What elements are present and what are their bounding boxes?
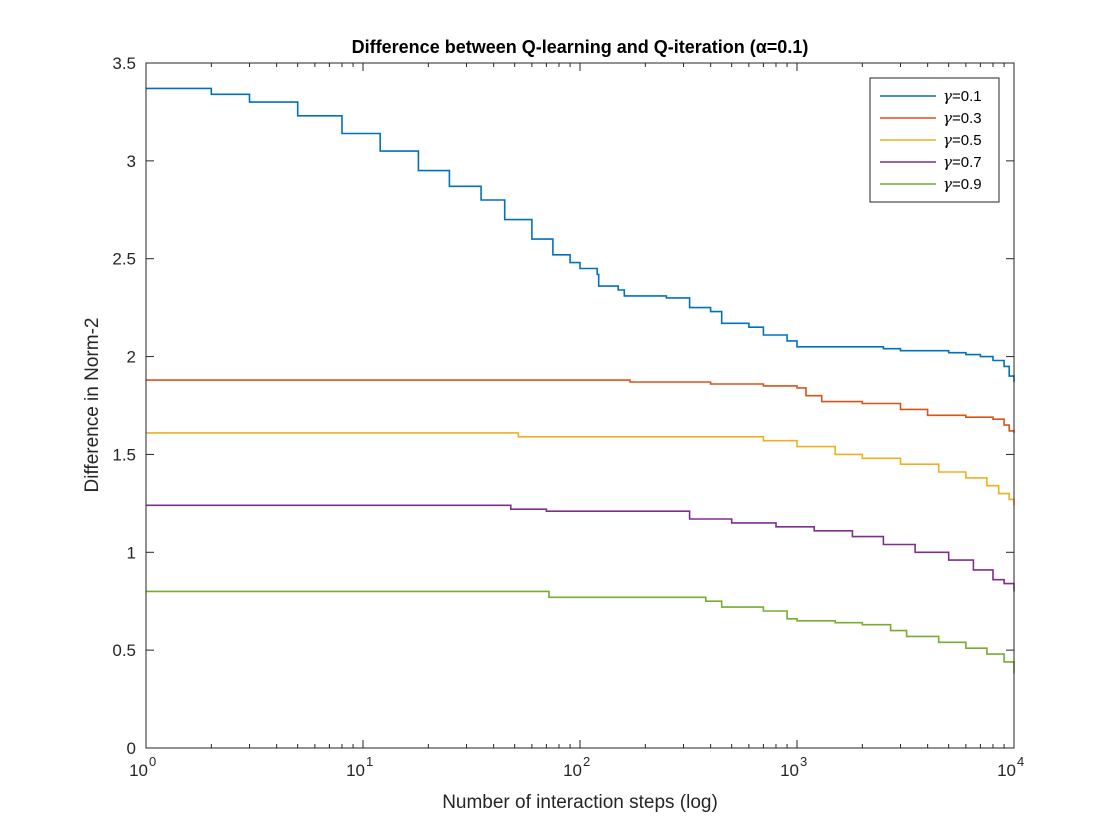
x-tick-label: 10 1	[346, 754, 373, 780]
chart-title: Difference between Q-learning and Q-iter…	[352, 37, 809, 57]
x-tick-exponent: 2	[583, 754, 590, 769]
legend-value: =0.9	[952, 176, 982, 193]
y-axis-label: Difference in Norm-2	[82, 318, 103, 493]
series-line-3	[146, 432, 1015, 506]
x-tick-label: 10 4	[997, 754, 1024, 780]
y-tick-label: 0	[127, 739, 136, 758]
plot-area	[146, 63, 1014, 748]
tick-layer: 00.511.522.533.510 0 10 1 10 2 10 3 10 4	[112, 54, 1024, 780]
legend-label-2: γ=0.3	[943, 109, 982, 127]
legend-symbol: γ	[943, 87, 952, 105]
x-tick-base: 10	[563, 761, 582, 780]
x-tick-base: 10	[780, 761, 799, 780]
series-line-2	[146, 379, 1015, 433]
legend-label-3: γ=0.5	[943, 131, 982, 149]
legend-value: =0.7	[952, 154, 982, 171]
x-tick-label: 10 2	[563, 754, 590, 780]
y-tick-label: 3	[127, 152, 136, 171]
x-tick-exponent: 1	[366, 754, 373, 769]
y-tick-label: 2	[127, 348, 136, 367]
legend-symbol: γ	[943, 175, 952, 193]
legend-value: =0.1	[952, 88, 982, 105]
x-axis-label: Number of interaction steps (log)	[442, 792, 718, 813]
legend-symbol: γ	[943, 131, 952, 149]
y-tick-label: 1.5	[112, 445, 136, 464]
x-tick-base: 10	[129, 761, 148, 780]
x-tick-label: 10 3	[780, 754, 807, 780]
x-tick-base: 10	[997, 761, 1016, 780]
legend: γ=0.1γ=0.3γ=0.5γ=0.7γ=0.9	[869, 77, 1000, 203]
legend-value: =0.3	[952, 110, 982, 127]
series-layer	[146, 87, 1015, 674]
series-line-4	[146, 504, 1015, 592]
legend-label-1: γ=0.1	[943, 87, 982, 105]
y-tick-label: 1	[127, 543, 136, 562]
series-line-1	[146, 87, 1015, 382]
x-tick-exponent: 0	[149, 754, 156, 769]
x-tick-exponent: 3	[800, 754, 807, 769]
legend-symbol: γ	[943, 109, 952, 127]
x-tick-label: 10 0	[129, 754, 156, 780]
legend-label-5: γ=0.9	[943, 175, 982, 193]
legend-label-4: γ=0.7	[943, 153, 982, 171]
y-tick-label: 2.5	[112, 250, 136, 269]
series-line-5	[146, 590, 1015, 674]
x-tick-base: 10	[346, 761, 365, 780]
y-tick-label: 3.5	[112, 54, 136, 73]
legend-symbol: γ	[943, 153, 952, 171]
x-tick-exponent: 4	[1017, 754, 1024, 769]
y-tick-label: 0.5	[112, 641, 136, 660]
legend-value: =0.5	[952, 132, 982, 149]
